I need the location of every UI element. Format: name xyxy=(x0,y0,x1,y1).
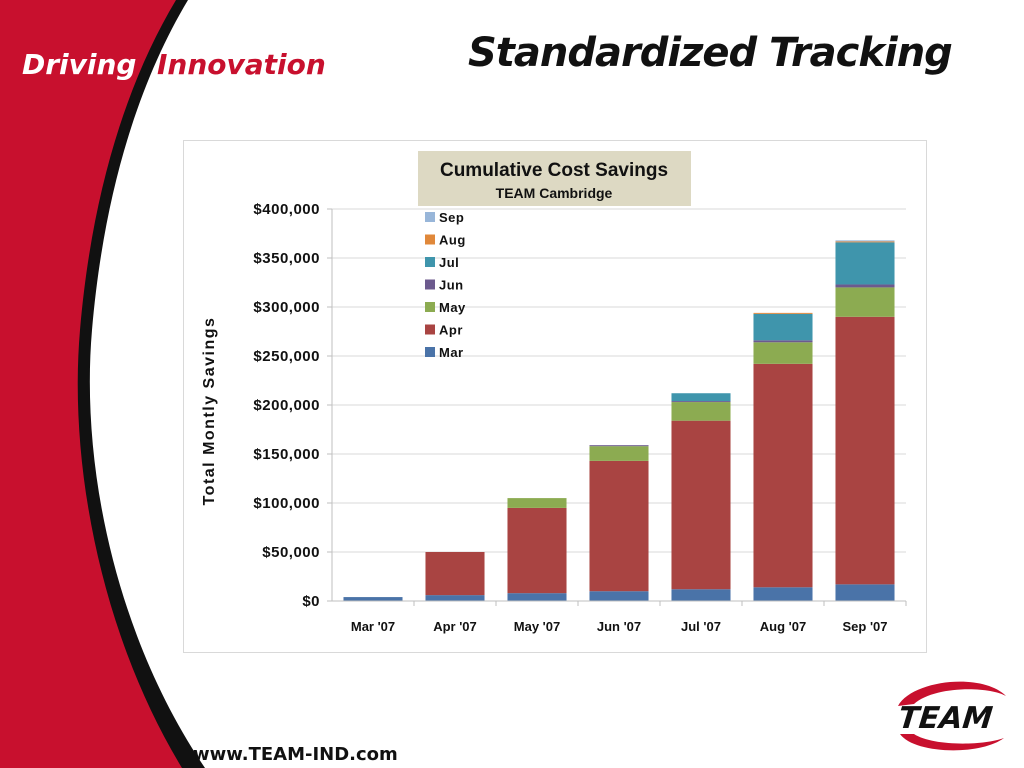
bar-segment-may xyxy=(589,446,649,461)
bar-segment-mar xyxy=(343,597,403,601)
brand-driving-text: Driving xyxy=(22,48,137,81)
x-tick-label: Jun '07 xyxy=(597,619,641,634)
bar-segment-jul xyxy=(835,242,895,285)
y-axis-label: Total Montly Savings xyxy=(201,317,218,506)
bar-segment-jun xyxy=(671,401,731,403)
bar-segment-jun xyxy=(589,445,649,447)
logo-swoosh-top xyxy=(898,681,1006,706)
chart-title-box xyxy=(418,151,691,206)
bar-segment-jun xyxy=(835,284,895,288)
bar-segment-apr xyxy=(589,460,649,592)
chart-frame: Cumulative Cost Savings TEAM Cambridge $… xyxy=(183,140,927,653)
bar-segment-jul xyxy=(671,393,731,402)
legend-swatch-mar xyxy=(425,347,435,357)
y-tick-label: $300,000 xyxy=(253,299,320,316)
team-logo: TEAM xyxy=(897,681,1006,751)
legend-swatch-aug xyxy=(425,234,435,245)
y-tick-label: $50,000 xyxy=(262,544,320,561)
bar-segment-may xyxy=(507,498,567,508)
y-tick-label: $250,000 xyxy=(253,348,320,365)
x-tick-label: Mar '07 xyxy=(351,619,395,634)
y-tick-label: $150,000 xyxy=(253,446,320,463)
chart-title: Cumulative Cost Savings xyxy=(440,160,668,181)
bar-segment-mar xyxy=(507,593,567,601)
y-tick-label: $100,000 xyxy=(253,495,320,512)
logo-swoosh-bottom xyxy=(900,734,1004,751)
legend-label-sep: Sep xyxy=(439,210,464,225)
axes: $0 $50,000 $100,000 $150,000 $200,000 $250,00… xyxy=(253,201,907,634)
bar-segment-mar xyxy=(589,591,649,601)
website-url: www.TEAM-IND.com xyxy=(193,744,398,765)
y-tick-label: $0 xyxy=(302,593,320,610)
bar-segment-apr xyxy=(671,420,731,590)
bar-segment-jun xyxy=(753,340,813,343)
bar-segment-jul xyxy=(753,313,813,341)
x-tick-label: Sep '07 xyxy=(842,619,887,634)
bar-segment-mar xyxy=(425,595,485,601)
bar-segment-apr xyxy=(753,363,813,588)
brand-innovation-text: Innovation xyxy=(157,48,326,81)
x-tick-label: May '07 xyxy=(514,619,560,634)
bar-segment-may xyxy=(835,287,895,317)
y-tick-label: $350,000 xyxy=(253,250,320,267)
bar-segment-apr xyxy=(507,507,567,594)
bar-segment-apr xyxy=(835,316,895,585)
legend-label-mar: Mar xyxy=(439,345,464,360)
bar-segment-mar xyxy=(835,584,895,601)
slide-title: Standardized Tracking xyxy=(468,30,953,76)
bar-stacks xyxy=(343,240,895,601)
legend-swatch-jul xyxy=(425,257,435,267)
legend-label-apr: Apr xyxy=(439,323,463,338)
y-tick-label: $200,000 xyxy=(253,397,320,414)
x-tick-label: Apr '07 xyxy=(433,619,477,634)
cumulative-savings-chart: Cumulative Cost Savings TEAM Cambridge $… xyxy=(201,151,907,634)
bar-segment-may xyxy=(753,342,813,364)
legend-swatch-apr xyxy=(425,324,435,335)
legend-label-may: May xyxy=(439,300,466,315)
bar-segment-aug xyxy=(753,312,813,314)
bar-segment-mar xyxy=(671,589,731,601)
bar-segment-may xyxy=(671,402,731,421)
bar-segment-apr xyxy=(425,552,485,596)
legend: Sep Aug Jul Jun May Apr Mar xyxy=(425,210,466,360)
swoosh-red xyxy=(0,0,182,768)
legend-swatch-may xyxy=(425,302,435,312)
bar-segment-mar xyxy=(753,587,813,601)
bar-segment-sep xyxy=(835,240,895,242)
chart-subtitle: TEAM Cambridge xyxy=(496,185,613,201)
y-tick-label: $400,000 xyxy=(253,201,320,218)
legend-swatch-sep xyxy=(425,212,435,222)
legend-label-jun: Jun xyxy=(439,278,464,293)
x-tick-label: Jul '07 xyxy=(681,619,721,634)
logo-text: TEAM xyxy=(897,701,995,736)
bar-segment-aug xyxy=(835,241,895,243)
x-tick-label: Aug '07 xyxy=(760,619,806,634)
legend-label-aug: Aug xyxy=(439,233,466,248)
legend-swatch-jun xyxy=(425,279,435,290)
legend-label-jul: Jul xyxy=(439,255,459,270)
